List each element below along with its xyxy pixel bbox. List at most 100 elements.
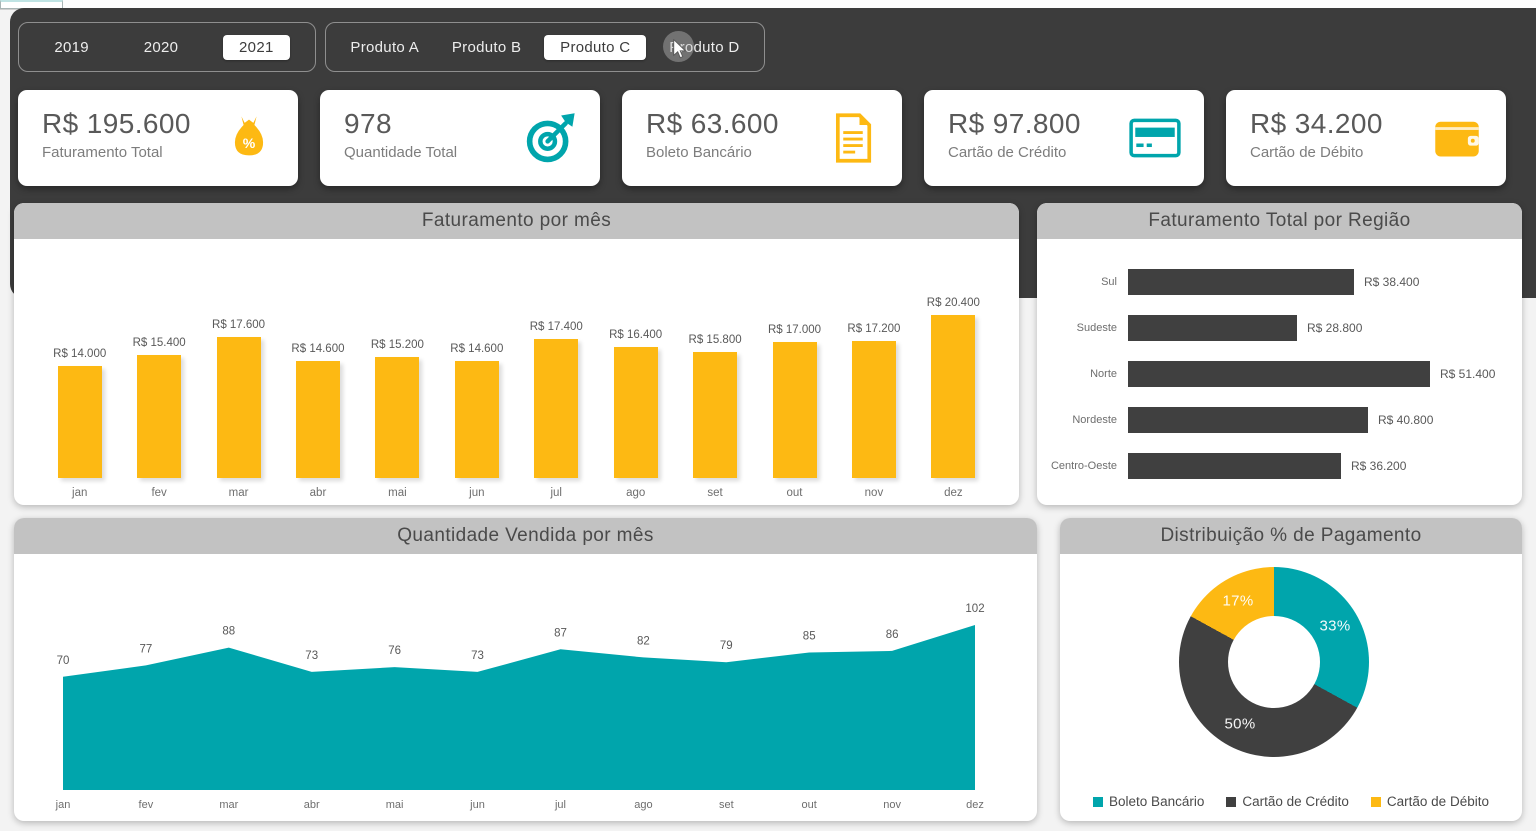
- legend-swatch: [1093, 796, 1104, 807]
- bar-value-label: R$ 17.000: [767, 324, 822, 336]
- donut-slice-label: 33%: [1319, 617, 1351, 635]
- month-axis-label: jan: [55, 799, 71, 811]
- legend-swatch: [1370, 796, 1381, 807]
- month-axis-label: dez: [966, 799, 984, 811]
- month-axis-label: ago: [626, 487, 646, 499]
- donut-hole: [1228, 616, 1320, 708]
- revenue-bar-mar[interactable]: [216, 337, 261, 478]
- region-row: Nordeste R$ 40.800: [1037, 397, 1522, 443]
- kpi-value: R$ 34.200: [1250, 108, 1383, 139]
- region-bar-nordeste[interactable]: [1128, 407, 1368, 433]
- month-axis-label: out: [802, 799, 817, 811]
- region-axis-label: Centro-Oeste: [1050, 460, 1117, 472]
- legend-swatch: [1226, 796, 1237, 807]
- slicer-option-produto-a[interactable]: Produto A: [340, 35, 429, 60]
- month-axis-label: mar: [219, 799, 238, 811]
- region-bar-plot: Sul R$ 38.400 Sudeste R$ 28.800 Norte R$ 51.4…: [1037, 259, 1522, 489]
- revenue-bar-dez[interactable]: [931, 315, 976, 478]
- region-value-label: R$ 40.800: [1378, 413, 1434, 427]
- chart-card-quantidade-mes: Quantidade Vendida por mês 70 jan 77 fev 88 m…: [14, 518, 1037, 821]
- kpi-value: R$ 97.800: [948, 108, 1081, 139]
- wallet-icon: [1430, 111, 1484, 165]
- revenue-bar-out[interactable]: [772, 342, 817, 478]
- kpi-card-quantidade-total: 978 Quantidade Total: [320, 90, 600, 186]
- revenue-bar-ago[interactable]: [613, 347, 658, 478]
- area-value-label: 86: [886, 629, 899, 641]
- slicer-option-2021[interactable]: 2021: [223, 34, 290, 60]
- bar-value-label: R$ 15.200: [370, 339, 424, 351]
- area-value-label: 79: [720, 640, 733, 652]
- month-axis-label: mai: [388, 487, 407, 499]
- area-value-label: 76: [388, 645, 401, 657]
- month-axis-label: set: [719, 799, 734, 811]
- kpi-label: Quantidade Total: [344, 144, 458, 161]
- kpi-card-boleto-bancario: R$ 63.600 Boleto Bancário: [622, 90, 902, 186]
- credit-card-icon: [1128, 111, 1182, 165]
- kpi-value: R$ 195.600: [42, 108, 191, 139]
- slicer-option-2020[interactable]: 2020: [134, 35, 189, 60]
- donut-legend: Boleto Bancário Cartão de Crédito Cartão d…: [1060, 794, 1522, 809]
- slicer-option-produto-d[interactable]: Produto D: [659, 35, 749, 60]
- month-axis-label: jul: [550, 487, 562, 499]
- slicer-option-2019[interactable]: 2019: [44, 35, 99, 60]
- donut-chart[interactable]: 33% 50% 17%: [1179, 567, 1369, 757]
- donut-slice-label: 17%: [1222, 592, 1254, 610]
- revenue-bar-set[interactable]: [693, 352, 738, 478]
- region-bar-sudeste[interactable]: [1128, 315, 1297, 341]
- region-axis-label: Nordeste: [1072, 414, 1117, 426]
- region-bar-norte[interactable]: [1128, 361, 1430, 387]
- kpi-card-faturamento-total: R$ 195.600 Faturamento Total %: [18, 90, 298, 186]
- legend-item-cartão-de-débito[interactable]: Cartão de Débito: [1370, 794, 1489, 809]
- region-value-label: R$ 36.200: [1351, 459, 1407, 473]
- area-value-label: 82: [637, 635, 650, 647]
- region-row: Sul R$ 38.400: [1037, 259, 1522, 305]
- kpi-label: Cartão de Crédito: [948, 144, 1067, 161]
- revenue-bar-jun[interactable]: [454, 361, 499, 478]
- area-value-label: 88: [222, 626, 235, 638]
- revenue-bar-nov[interactable]: [851, 341, 896, 478]
- area-value-label: 73: [471, 650, 484, 662]
- legend-item-boleto-bancário[interactable]: Boleto Bancário: [1093, 794, 1204, 809]
- area-value-label: 102: [965, 603, 984, 615]
- region-value-label: R$ 38.400: [1364, 275, 1420, 289]
- chart-title: Faturamento Total por Região: [1037, 203, 1522, 239]
- product-slicer: Produto A Produto B Produto C Produto D: [325, 22, 765, 72]
- region-axis-label: Sudeste: [1076, 322, 1117, 334]
- bar-value-label: R$ 15.800: [688, 334, 742, 346]
- chart-card-distribuicao-pagamento: Distribuição % de Pagamento 33% 50% 17% Bo…: [1060, 518, 1522, 821]
- revenue-bar-fev[interactable]: [137, 355, 182, 478]
- quantity-area-shape[interactable]: [63, 625, 975, 790]
- region-bar-sul[interactable]: [1128, 269, 1354, 295]
- kpi-card-cartao-credito: R$ 97.800 Cartão de Crédito: [924, 90, 1204, 186]
- target-icon: [524, 111, 578, 165]
- month-axis-label: ago: [634, 799, 652, 811]
- area-value-label: 87: [554, 627, 567, 639]
- area-value-label: 85: [803, 631, 816, 643]
- region-row: Centro-Oeste R$ 36.200: [1037, 443, 1522, 489]
- money-bag-icon: %: [222, 111, 276, 165]
- region-value-label: R$ 51.400: [1440, 367, 1496, 381]
- legend-label: Boleto Bancário: [1109, 794, 1205, 809]
- document-icon: [826, 111, 880, 165]
- revenue-bar-abr[interactable]: [295, 361, 340, 478]
- bar-value-label: R$ 20.400: [926, 297, 980, 309]
- revenue-bar-jul[interactable]: [534, 339, 579, 478]
- slicer-option-produto-c[interactable]: Produto C: [544, 34, 647, 60]
- month-axis-label: set: [707, 487, 723, 499]
- slicer-option-produto-b[interactable]: Produto B: [442, 35, 531, 60]
- legend-label: Cartão de Débito: [1386, 794, 1489, 809]
- revenue-bar-jan[interactable]: [57, 366, 102, 478]
- revenue-bar-mai[interactable]: [375, 357, 420, 478]
- month-axis-label: jul: [554, 799, 566, 811]
- legend-item-cartão-de-crédito[interactable]: Cartão de Crédito: [1226, 794, 1349, 809]
- kpi-value: 978: [344, 108, 392, 139]
- bar-value-label: R$ 14.000: [53, 348, 107, 360]
- kpi-card-cartao-debito: R$ 34.200 Cartão de Débito: [1226, 90, 1506, 186]
- region-bar-centro-oeste[interactable]: [1128, 453, 1341, 479]
- bar-value-label: R$ 15.400: [132, 337, 186, 349]
- monthly-bar-plot: R$ 14.000 jan R$ 15.400 fev R$ 17.600 mar R$ 1…: [40, 239, 993, 505]
- area-value-label: 70: [57, 655, 70, 667]
- kpi-value: R$ 63.600: [646, 108, 779, 139]
- month-axis-label: jun: [469, 799, 485, 811]
